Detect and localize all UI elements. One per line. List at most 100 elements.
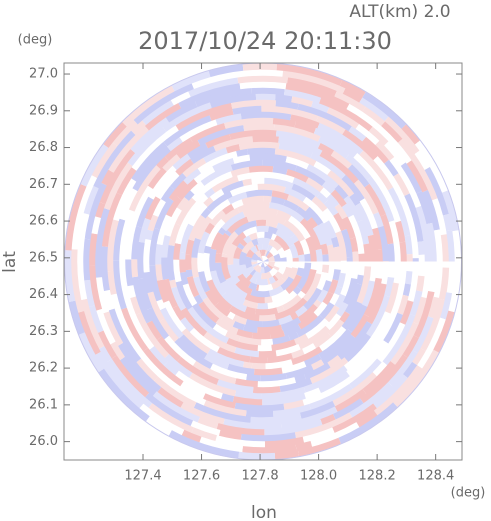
- echo-segment: [326, 244, 336, 262]
- echo-segment: [157, 387, 184, 408]
- echo-segment: [232, 246, 243, 260]
- echo-segment: [311, 100, 330, 113]
- echo-segment: [288, 244, 300, 259]
- echo-segment: [319, 339, 333, 352]
- echo-segment: [389, 156, 422, 208]
- echo-segment: [304, 253, 312, 262]
- echo-segment: [348, 214, 364, 245]
- echo-segment: [336, 272, 347, 289]
- echo-segment: [176, 139, 201, 159]
- y-tick-label: 26.0: [29, 434, 58, 449]
- echo-segment: [288, 331, 300, 342]
- echo-segment: [203, 331, 237, 354]
- echo-segment: [209, 363, 248, 381]
- echo-segment: [181, 429, 202, 443]
- echo-segment: [226, 311, 236, 321]
- echo-segment: [255, 265, 262, 274]
- echo-segment: [112, 218, 126, 261]
- echo-segment: [136, 241, 145, 280]
- echo-segment: [130, 120, 147, 135]
- echo-segment: [377, 225, 390, 262]
- echo-segment: [251, 177, 265, 185]
- echo-segment: [304, 387, 322, 400]
- echo-segment: [164, 353, 193, 379]
- echo-segment: [267, 255, 276, 262]
- echo-segment: [348, 125, 367, 142]
- echo-segment: [208, 248, 217, 272]
- echo-segment: [275, 343, 301, 357]
- echo-segment: [384, 116, 420, 155]
- echo-segment: [341, 203, 354, 218]
- echo-segment: [144, 229, 154, 241]
- echo-segment: [269, 267, 279, 278]
- echo-segment: [296, 267, 305, 277]
- echo-segment: [349, 382, 393, 418]
- echo-segment: [261, 386, 306, 400]
- echo-segment: [170, 286, 187, 312]
- echo-segment: [112, 119, 138, 147]
- echo-segment: [416, 275, 425, 292]
- echo-segment: [349, 358, 383, 390]
- echo-segment: [65, 183, 87, 251]
- echo-segment: [302, 196, 315, 208]
- echo-segment: [202, 393, 236, 410]
- echo-segment: [172, 259, 182, 283]
- echo-segment: [438, 267, 450, 301]
- echo-segment: [270, 232, 278, 241]
- echo-segment: [399, 241, 408, 262]
- echo-segment: [249, 269, 257, 277]
- echo-segment: [297, 303, 319, 323]
- echo-segment: [180, 307, 208, 337]
- echo-segment: [302, 343, 317, 355]
- echo-segment: [278, 314, 293, 326]
- plot-frame: [63, 62, 463, 461]
- echo-segment: [236, 273, 252, 288]
- echo-segment: [273, 123, 321, 142]
- y-tick-label: 26.6: [29, 214, 58, 229]
- echo-segment: [139, 403, 185, 436]
- echo-segment: [368, 126, 389, 146]
- echo-segment: [364, 183, 387, 217]
- echo-segment: [100, 169, 114, 186]
- echo-segment: [315, 248, 324, 262]
- echo-segment: [162, 101, 212, 132]
- echo-segment: [229, 129, 277, 140]
- echo-segment: [226, 216, 249, 234]
- echo-segment: [402, 283, 412, 297]
- echo-segment: [245, 319, 263, 328]
- echo-segment: [108, 308, 142, 363]
- echo-segment: [76, 251, 88, 301]
- echo-segment: [313, 160, 332, 176]
- echo-segment: [240, 111, 292, 121]
- echo-segment: [224, 330, 241, 343]
- echo-segment: [372, 227, 383, 250]
- echo-segment: [234, 402, 285, 412]
- echo-segment: [262, 255, 269, 262]
- echo-segment: [168, 223, 181, 247]
- echo-segment: [305, 325, 321, 340]
- echo-segment: [356, 219, 370, 245]
- echo-segment: [146, 320, 162, 341]
- echo-segment: [235, 148, 248, 157]
- echo-segment: [175, 102, 233, 131]
- echo-segment: [267, 302, 273, 310]
- echo-segment: [216, 379, 254, 394]
- echo-segment: [332, 398, 364, 420]
- echo-segment: [256, 237, 271, 245]
- echo-segment: [275, 93, 293, 103]
- echo-segment: [241, 195, 264, 206]
- echo-segment: [258, 350, 277, 358]
- echo-segment: [350, 314, 370, 339]
- y-axis-label: lat: [0, 251, 20, 273]
- echo-segment: [330, 236, 340, 248]
- echo-segment: [206, 190, 233, 213]
- echo-segment: [397, 274, 407, 295]
- echo-segment: [256, 231, 265, 239]
- echo-segment: [227, 191, 248, 205]
- echo-segment: [448, 287, 460, 313]
- echo-segment: [297, 437, 341, 457]
- echo-segment: [216, 423, 265, 436]
- echo-segment: [268, 285, 285, 298]
- echo-segment: [77, 310, 101, 355]
- echo-segment: [257, 183, 286, 193]
